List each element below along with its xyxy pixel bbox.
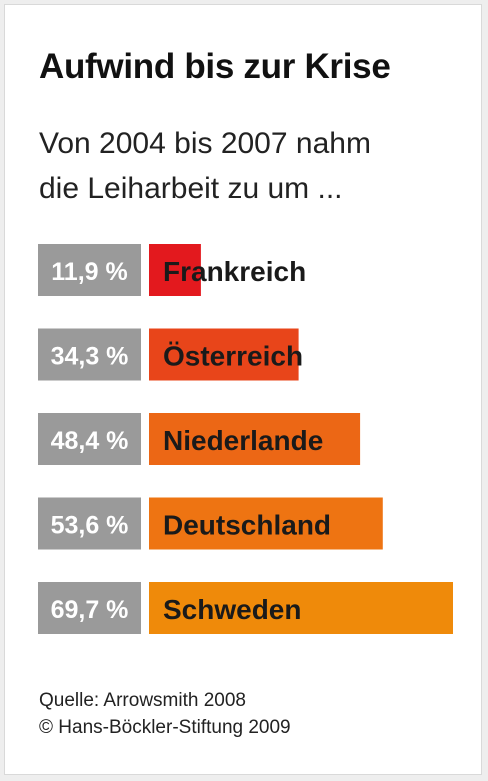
copyright-line: © Hans-Böckler-Stiftung 2009 [39,717,291,738]
category-label: Schweden [163,594,301,625]
category-label: Deutschland [163,510,331,541]
category-label: Österreich [163,341,303,372]
category-label: Niederlande [163,425,323,456]
source-line: Quelle: Arrowsmith 2008 [39,690,246,711]
value-label: 48,4 % [51,427,129,455]
value-label: 11,9 % [51,258,127,286]
bar [149,328,299,381]
bar [149,497,383,550]
category-label: Frankreich [163,256,306,287]
value-box [38,582,141,634]
value-box [38,413,141,465]
chart-title: Aufwind bis zur Krise [39,47,391,86]
chart-subtitle: Von 2004 bis 2007 nahm die Leiharbeit zu… [39,121,459,211]
bar [149,582,453,634]
value-box [38,328,141,381]
value-label: 34,3 % [51,343,129,371]
bar [149,244,201,296]
chart-card: Aufwind bis zur Krise Von 2004 bis 2007 … [4,4,482,775]
subtitle-line-2: die Leiharbeit zu um ... [39,172,343,205]
bar [149,413,361,465]
subtitle-line-1: Von 2004 bis 2007 nahm [39,127,371,160]
bar-chart: 11,9 % Frankreich 34,3 % Österreich 48,4 % Ni… [38,244,453,634]
value-box [38,244,141,296]
source-note: Quelle: Arrowsmith 2008 © Hans-Böckler-S… [39,687,291,741]
value-label: 53,6 % [51,512,129,540]
value-box [38,497,141,550]
value-label: 69,7 % [51,596,129,624]
